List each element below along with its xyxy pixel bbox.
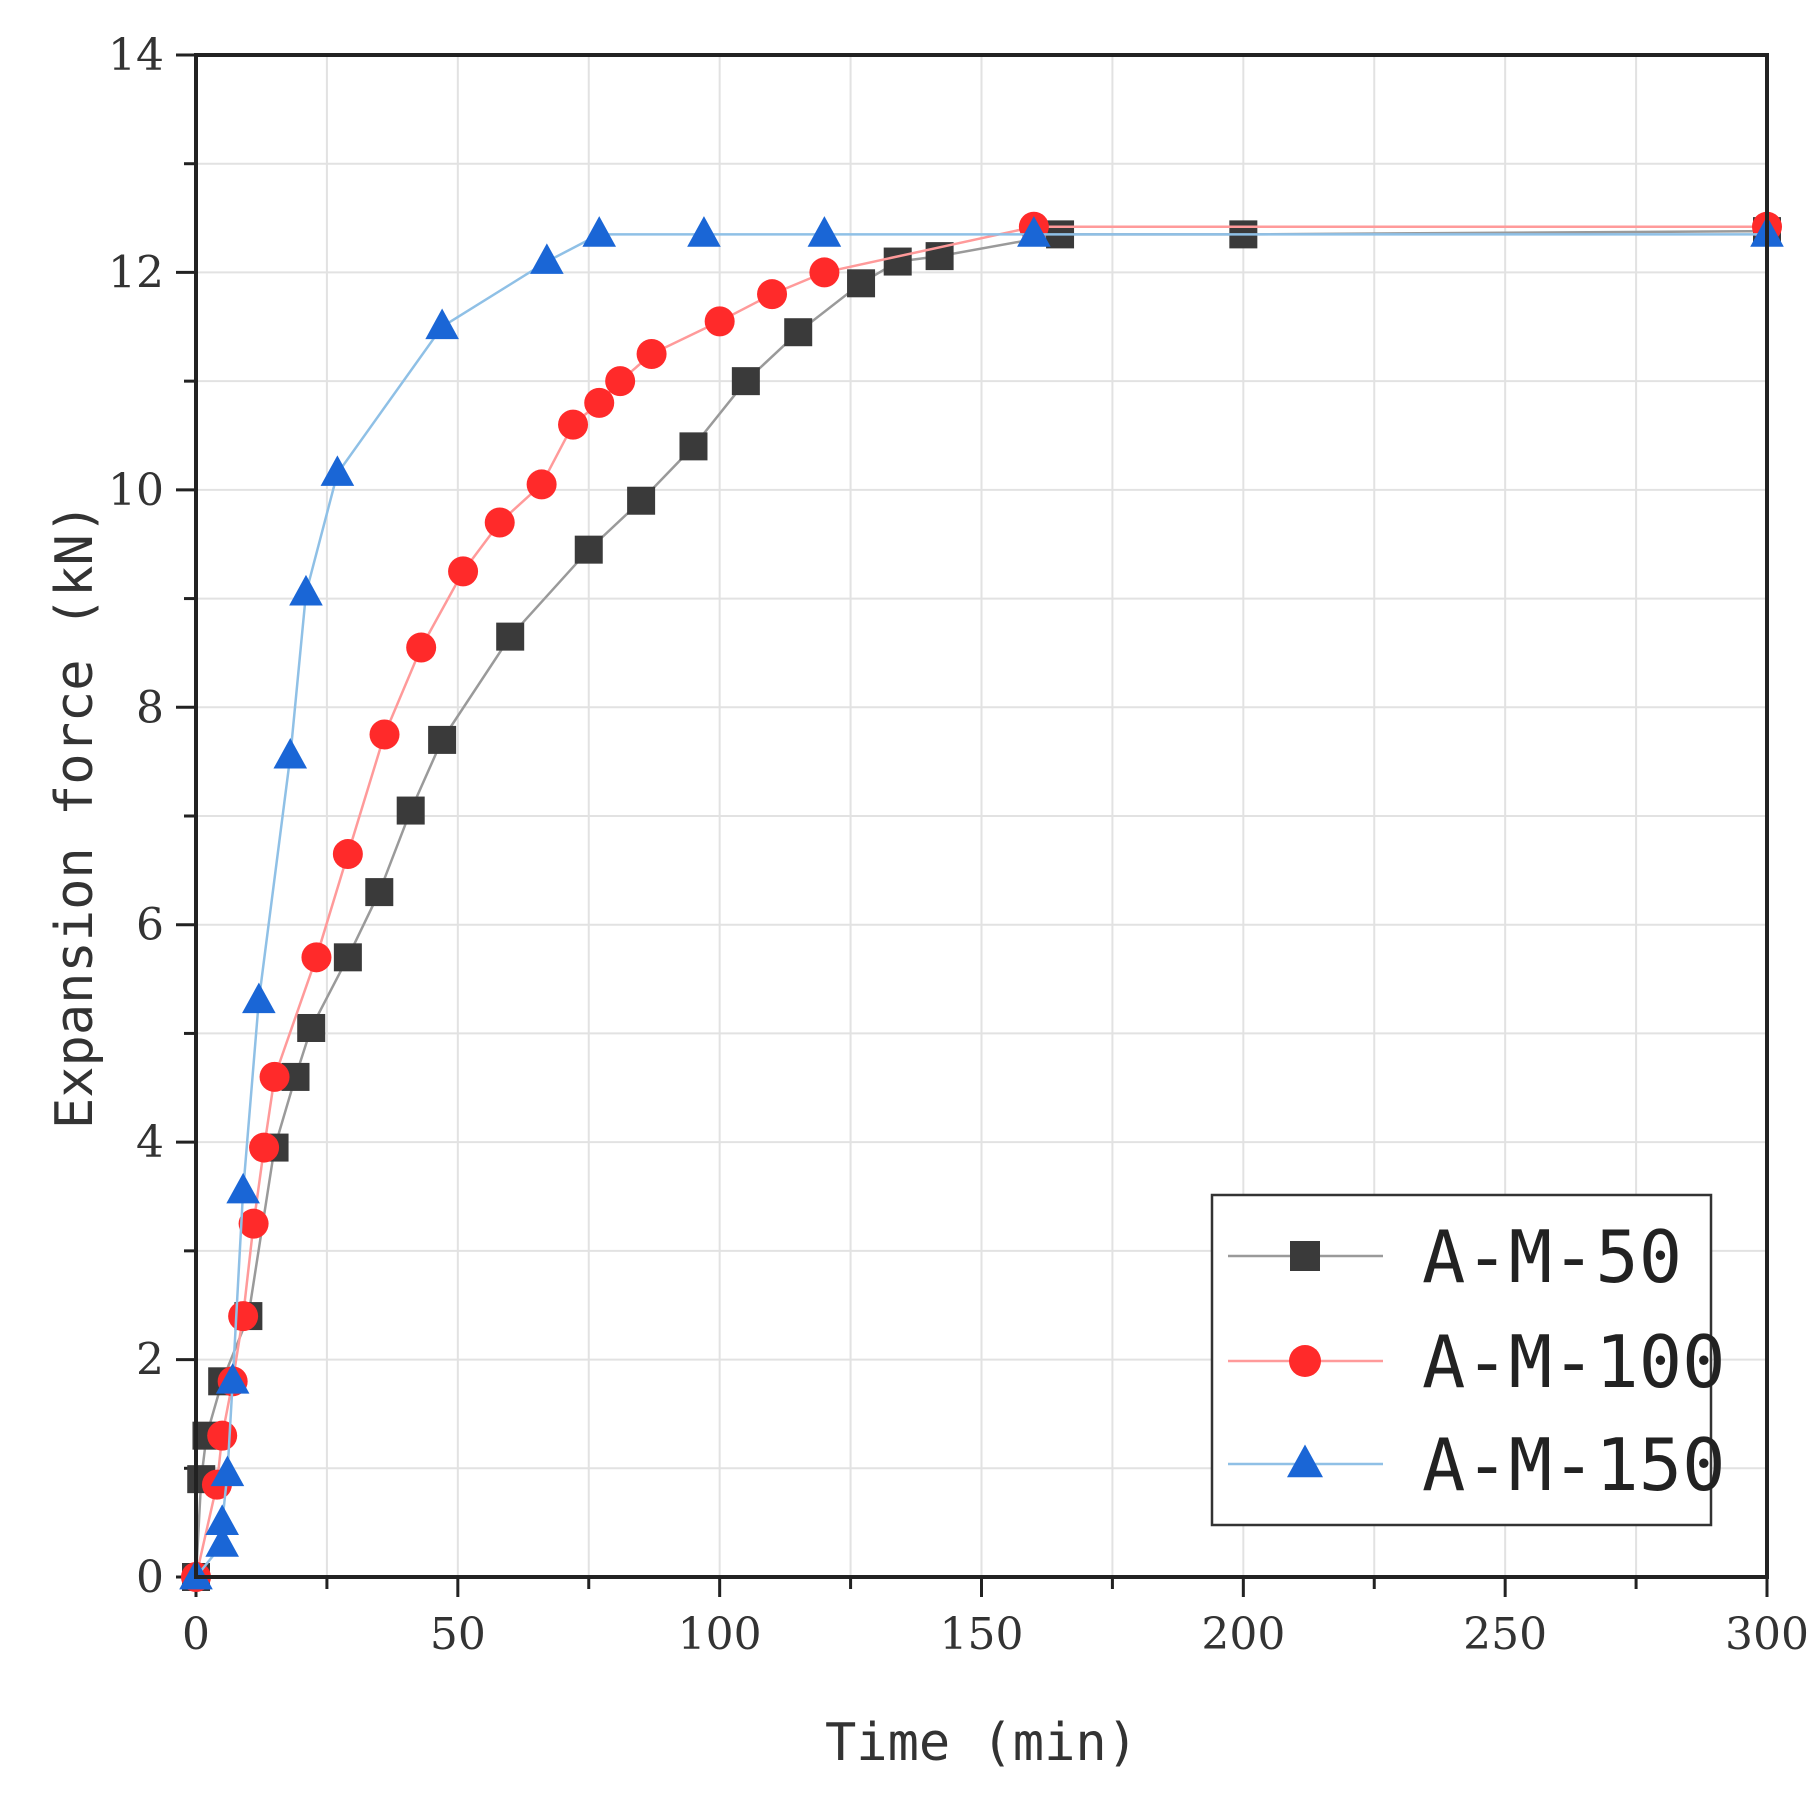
marker-circle <box>526 469 557 500</box>
marker-square <box>731 367 760 396</box>
x-tick-label: 100 <box>678 1609 762 1660</box>
marker-circle <box>207 1420 238 1451</box>
x-tick-label: 300 <box>1725 1609 1808 1660</box>
legend-label: A-M-50 <box>1422 1215 1682 1299</box>
marker-square <box>574 535 603 564</box>
marker-triangle <box>807 216 842 247</box>
marker-square <box>847 269 876 298</box>
legend-item-a-m-50: A-M-50 <box>1228 1215 1682 1299</box>
y-tick-label: 12 <box>108 247 164 298</box>
x-tick-label: 150 <box>940 1609 1024 1660</box>
legend-marker-triangle <box>1287 1444 1323 1478</box>
legend: A-M-50 A-M-100 A-M-150 <box>1210 1193 1725 1527</box>
marker-circle <box>1289 1345 1321 1377</box>
legend-item-a-m-100: A-M-100 <box>1228 1320 1725 1404</box>
marker-triangle <box>687 216 721 247</box>
marker-square <box>297 1013 326 1042</box>
marker-circle <box>406 632 437 663</box>
marker-circle <box>605 366 636 397</box>
y-tick-label: 2 <box>136 1335 164 1386</box>
legend-label: A-M-100 <box>1422 1320 1725 1404</box>
marker-square <box>333 943 362 972</box>
marker-circle <box>238 1208 269 1239</box>
legend-item-a-m-150: A-M-150 <box>1228 1423 1725 1507</box>
marker-circle <box>757 279 788 310</box>
marker-triangle <box>289 574 323 606</box>
marker-square <box>784 318 813 347</box>
y-tick-label: 0 <box>136 1552 164 1603</box>
marker-circle <box>558 409 589 440</box>
marker-triangle <box>226 1172 260 1204</box>
x-tick-label: 0 <box>182 1609 210 1660</box>
marker-circle <box>332 839 363 870</box>
marker-triangle <box>273 737 308 769</box>
marker-square <box>496 622 525 651</box>
y-tick-label: 14 <box>108 30 164 81</box>
marker-triangle <box>582 216 617 247</box>
legend-marker-circle <box>1289 1345 1321 1377</box>
marker-circle <box>636 338 667 369</box>
marker-circle <box>484 507 515 538</box>
legend-label: A-M-150 <box>1422 1423 1725 1507</box>
marker-square <box>365 878 394 907</box>
marker-circle <box>704 306 735 337</box>
marker-square <box>428 725 457 754</box>
tick-labels: 0 50 100 150 200 250 300 0 2 4 6 8 10 12 14 <box>108 30 1808 1660</box>
marker-triangle <box>320 455 355 486</box>
x-tick-label: 50 <box>430 1609 486 1660</box>
marker-square <box>883 247 912 276</box>
marker-triangle <box>215 1363 250 1394</box>
marker-square <box>396 796 425 825</box>
marker-circle <box>584 387 615 418</box>
plot-frame <box>194 53 1769 1579</box>
marker-triangle <box>205 1526 239 1557</box>
marker-triangle <box>425 308 459 340</box>
marker-square <box>679 432 708 461</box>
y-tick-label: 4 <box>136 1117 164 1168</box>
y-axis-title: Expansion force (kN) <box>45 503 105 1129</box>
marker-triangle <box>530 243 564 274</box>
series-a-m-150 <box>179 216 1784 1590</box>
marker-circle <box>259 1061 290 1092</box>
marker-circle <box>809 257 840 288</box>
marker-triangle <box>1017 216 1051 247</box>
y-tick-label: 10 <box>108 465 164 516</box>
marker-circle <box>249 1132 280 1163</box>
marker-triangle <box>205 1504 239 1535</box>
y-tick-label: 6 <box>136 900 164 951</box>
marker-circle <box>369 719 400 750</box>
marker-triangle <box>1287 1444 1323 1478</box>
legend-marker-square <box>1290 1241 1320 1271</box>
marker-square <box>627 486 656 515</box>
x-tick-label: 200 <box>1201 1609 1285 1660</box>
marker-circle <box>301 942 332 973</box>
x-tick-label: 250 <box>1463 1609 1547 1660</box>
marker-triangle <box>242 982 276 1014</box>
x-axis-title: Time (min) <box>825 1713 1138 1773</box>
marker-circle <box>448 556 479 587</box>
marker-square <box>1290 1241 1320 1271</box>
marker-circle <box>228 1301 259 1332</box>
y-tick-label: 8 <box>136 682 164 733</box>
marker-triangle <box>210 1455 245 1487</box>
